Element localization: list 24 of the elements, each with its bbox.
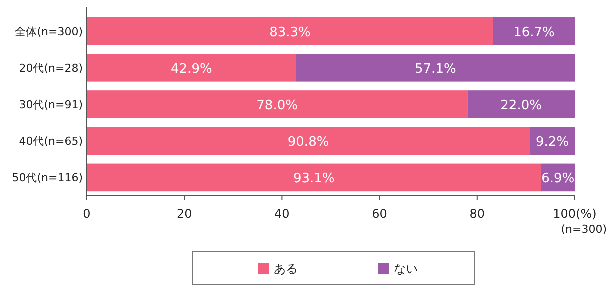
y-tick-label: 20代(n=28) [19,62,83,75]
legend-label: ない [394,262,418,276]
x-tick-label: 60 [372,207,388,221]
data-label: 16.7% [514,25,555,40]
y-tick-label: 50代(n=116) [12,172,83,185]
y-tick-label: 30代(n=91) [19,98,83,112]
x-tick-label: 100(%) [553,207,597,221]
data-label: 9.2% [536,135,570,150]
x-tick-label: 40 [274,207,290,221]
text: (n=300) [561,223,607,236]
data-label: 78.0% [256,98,298,114]
data-label: 22.0% [500,98,542,114]
data-label: 42.9% [171,62,212,77]
data-label: 93.1% [294,172,335,187]
x-tick-label: 0 [83,207,91,221]
data-label: 90.8% [288,135,330,150]
x-tick-label: 80 [470,207,486,221]
data-label: 57.1% [415,62,456,77]
data-label: 83.3% [270,25,311,40]
y-tick-label: 全体(n=300) [15,25,83,38]
y-tick-label: 40代(n=65) [19,135,83,148]
x-tick-label: 20 [176,207,192,221]
data-label: 6.9% [542,172,575,187]
legend-label: ある [274,262,298,276]
